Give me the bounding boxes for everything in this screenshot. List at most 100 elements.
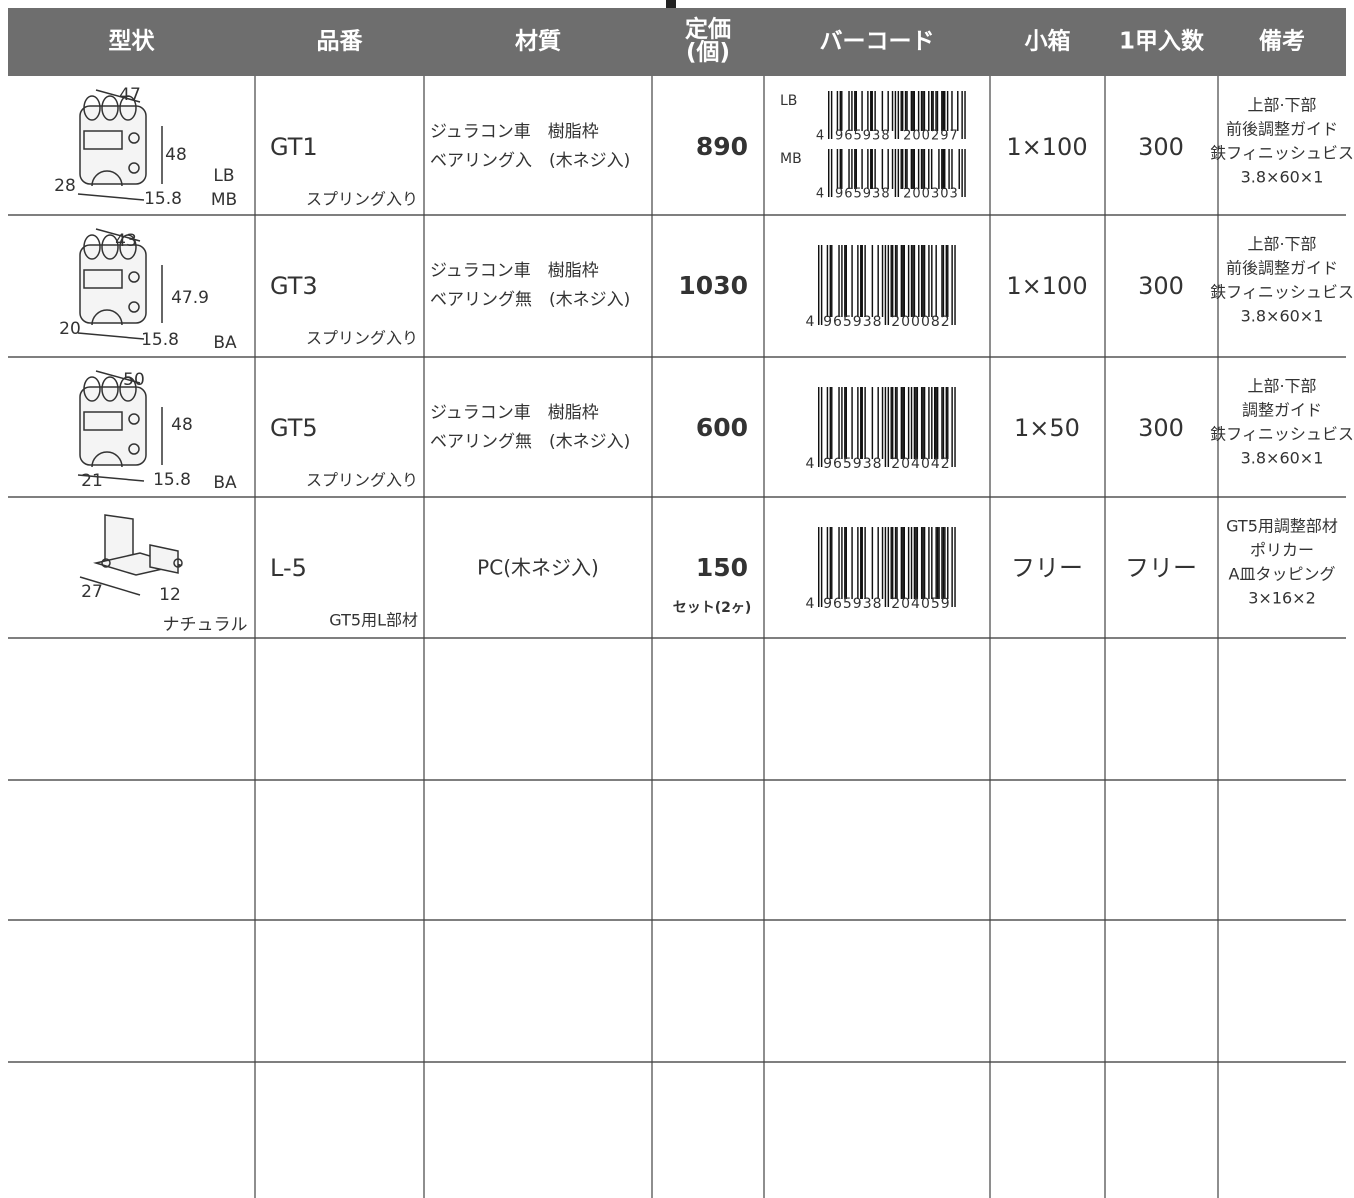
dim-line — [95, 228, 141, 242]
barcode-bar — [867, 149, 869, 189]
barcode-bar — [907, 387, 910, 459]
icon-slot — [83, 130, 123, 150]
item-code: GT3 — [270, 272, 318, 300]
barcode-bar — [931, 527, 933, 599]
barcode-bar — [826, 527, 829, 599]
barcode-bar — [951, 245, 953, 325]
barcode-bar — [841, 527, 843, 599]
barcode-bar — [904, 91, 907, 131]
barcode-bar — [874, 149, 876, 189]
barcode-bar — [941, 149, 943, 189]
barcode-bar — [961, 91, 963, 139]
barcode-bar — [857, 387, 859, 459]
barcode-bar — [951, 527, 953, 607]
barcode-bar — [942, 245, 945, 317]
barcode-bar — [915, 527, 917, 599]
barcode-bar — [857, 245, 859, 317]
barcode-bar — [941, 91, 943, 131]
barcode-bar — [900, 527, 903, 599]
note: 上部·下部 — [1247, 377, 1316, 396]
barcode-bar — [851, 387, 853, 459]
barcode-bar — [901, 149, 904, 189]
barcode-bar — [891, 387, 894, 459]
barcode-bar — [881, 149, 884, 189]
barcode-bar — [920, 387, 923, 459]
barcode-bar — [910, 245, 913, 317]
barcode-bar — [881, 91, 884, 131]
price: 600 — [696, 413, 748, 442]
price: 1030 — [678, 271, 748, 300]
barcode-bar — [900, 245, 903, 317]
barcode-bar — [854, 149, 856, 189]
barcode-bar — [867, 91, 869, 131]
icon-screw — [128, 301, 140, 313]
barcode-bar — [930, 91, 933, 131]
case-quantity: フリー — [1125, 554, 1197, 582]
barcode-bar — [848, 149, 850, 189]
barcode-bar — [860, 245, 862, 317]
barcode-bar — [870, 149, 872, 189]
header-bar — [8, 8, 1346, 76]
barcode-bar — [942, 387, 945, 459]
barcode-bar — [935, 91, 937, 131]
barcode-bar — [884, 527, 887, 607]
barcode-bar — [851, 149, 853, 189]
note: 前後調整ガイド — [1226, 259, 1338, 278]
barcode-bar — [841, 149, 843, 189]
icon-hole — [101, 558, 111, 568]
barcode-bar — [829, 387, 832, 459]
barcode-bar — [961, 149, 963, 197]
barcode-bar — [881, 387, 884, 459]
barcode-bar — [922, 527, 924, 599]
note: 3.8×60×1 — [1241, 168, 1324, 187]
dimension-label: ナチュラル — [163, 615, 248, 635]
barcode-bar — [935, 387, 937, 459]
barcode-bar — [838, 245, 840, 317]
barcode-bar — [831, 387, 833, 459]
barcode-bar — [861, 245, 863, 317]
barcode-bar — [891, 91, 894, 131]
item-code: GT1 — [270, 133, 318, 161]
barcode-bar — [831, 245, 833, 317]
icon-wheel — [101, 95, 119, 121]
barcode-bar — [877, 245, 879, 317]
icon-wheel — [101, 234, 119, 260]
dimension-label: 47.9 — [171, 288, 209, 308]
icon-wheel — [101, 376, 119, 402]
barcode-bar — [920, 91, 923, 131]
inner-box: 1×100 — [1006, 133, 1087, 161]
barcode-bar — [845, 387, 847, 459]
barcode-bar — [884, 245, 887, 325]
note: 前後調整ガイド — [1226, 120, 1338, 139]
barcode-bar — [891, 527, 894, 599]
barcode-bar — [818, 245, 820, 325]
barcode-bar — [820, 245, 823, 325]
barcode-digits: 204059 — [891, 596, 950, 612]
barcode-bar — [894, 149, 897, 197]
item-code-note: スプリング入り — [306, 190, 418, 209]
barcode-bar — [829, 527, 832, 599]
barcode-bar — [841, 91, 843, 131]
barcode-bar — [935, 245, 937, 317]
barcode-bar — [896, 245, 898, 317]
note: GT5用調整部材 — [1226, 517, 1338, 536]
inner-box: フリー — [1011, 554, 1083, 582]
barcode-bar — [913, 387, 916, 459]
barcode-bar — [881, 245, 884, 317]
icon-wheel — [119, 95, 137, 121]
icon-wheel — [83, 234, 101, 260]
barcode-bar — [954, 245, 956, 325]
barcode-digits: 204042 — [891, 456, 950, 472]
barcode-bar — [887, 91, 889, 131]
barcode-bar — [826, 387, 829, 459]
barcode-digits: 200297 — [903, 129, 959, 144]
dim-line — [77, 332, 145, 340]
barcode-bar — [907, 527, 910, 599]
barcode-bar — [910, 91, 913, 131]
header-cell: 定価 — [685, 16, 731, 43]
material: ベアリング無 (木ネジ入) — [430, 432, 630, 452]
barcode-bar — [917, 91, 920, 131]
dimension-label: 12 — [159, 585, 181, 605]
barcode-bar — [894, 91, 897, 139]
